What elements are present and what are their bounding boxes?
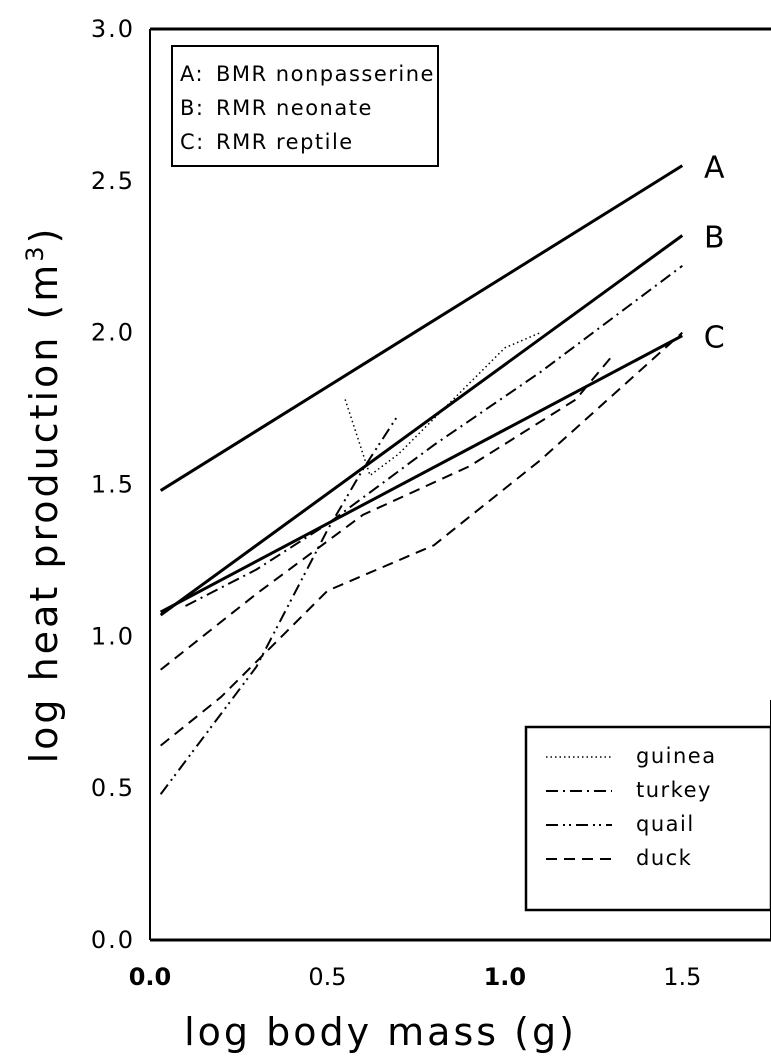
y-axis-title-close: )	[22, 226, 66, 244]
reference-line-c	[159, 334, 683, 614]
y-tick-label: 2.0	[91, 319, 135, 347]
y-axis-title: log heat production (m3)	[21, 226, 66, 764]
reference-legend-text: BMR nonpasserine	[216, 62, 435, 86]
x-tick-label: 1.0	[484, 963, 527, 991]
reference-label-c: C	[704, 321, 725, 356]
reference-line-b	[159, 234, 684, 617]
y-tick-label: 1.5	[91, 471, 135, 499]
legend-label-duck: duck	[636, 846, 692, 870]
x-axis-title: log body mass (g)	[184, 1010, 577, 1054]
legend-label-quail: quail	[636, 812, 695, 836]
y-tick-label: 2.5	[91, 167, 135, 195]
series-line-turkey	[185, 265, 683, 607]
x-tick-label: 1.5	[663, 963, 701, 991]
x-tick-label: 0.0	[129, 963, 172, 991]
reference-legend-box	[171, 45, 439, 167]
y-axis-title-main: log heat production (m	[22, 262, 66, 764]
series-line-quail	[159, 414, 400, 795]
y-tick-label: 1.0	[91, 622, 135, 650]
reference-legend-text: RMR reptile	[216, 130, 354, 154]
y-tick-label: 0.0	[91, 926, 135, 954]
y-tick-label: 3.0	[91, 15, 135, 43]
reference-legend-key: B:	[180, 96, 204, 120]
series-line-guinea	[344, 331, 541, 477]
legend-label-guinea: guinea	[636, 744, 717, 768]
series-legend-box	[524, 725, 771, 912]
reference-legend-text: RMR neonate	[216, 96, 373, 120]
series-line-duck	[160, 331, 683, 747]
series-line-unlabeled-4	[160, 356, 613, 671]
x-tick-label: 0.5	[308, 963, 346, 991]
reference-label-a: A	[704, 151, 725, 186]
reference-legend-key: A:	[180, 62, 204, 86]
reference-label-b: B	[704, 220, 725, 255]
y-tick-label: 0.5	[91, 774, 135, 802]
reference-legend-key: C:	[180, 130, 205, 154]
legend-label-turkey: turkey	[636, 778, 712, 802]
y-axis-title-superscript: 3	[21, 243, 49, 261]
reference-line-a	[159, 164, 684, 492]
